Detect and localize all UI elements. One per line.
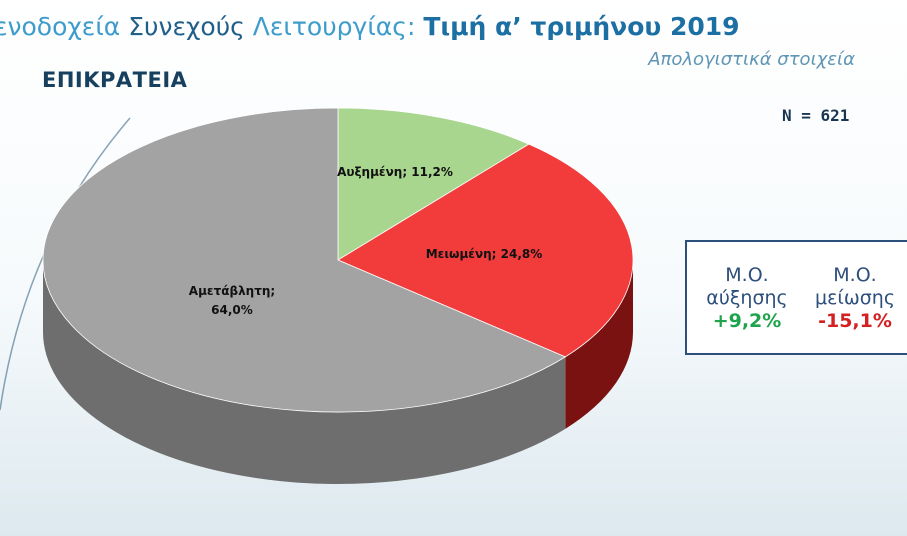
average-increase-label-1: Μ.Ο. [725, 264, 769, 286]
slice-label-decreased: Μειωμένη; 24,8% [426, 247, 543, 261]
chart-subtitle: Απολογιστικά στοιχεία [648, 49, 855, 70]
sample-size-label: N = 621 [782, 106, 850, 125]
region-label: ΕΠΙΚΡΑΤΕΙΑ [42, 68, 188, 92]
pie-top [42, 107, 634, 413]
slice-label-increased: Αυξημένη; 11,2% [337, 165, 453, 179]
title-part-4: Τιμή α’ τριμήνου 2019 [423, 12, 740, 41]
chart-title: ενοδοχεία Συνεχούς Λειτουργίας: Τιμή α’ … [0, 12, 740, 41]
slice-label-unchanged-name: Αμετάβλητη; [189, 284, 275, 298]
average-decrease-label-2: μείωσης [815, 287, 895, 309]
pie-side [43, 260, 633, 484]
pie-side-decreased [565, 260, 633, 429]
average-decrease-label-1: Μ.Ο. [833, 264, 877, 286]
pie-slice-increased [337, 107, 530, 261]
average-decrease: Μ.Ο. μείωσης -15,1% [803, 264, 907, 333]
title-part-3: Λειτουργίας: [244, 12, 424, 41]
pie-side-unchanged [43, 260, 566, 484]
average-decrease-value: -15,1% [818, 310, 892, 332]
title-part-2: Συνεχούς [128, 12, 245, 41]
average-increase-label-2: αύξησης [706, 287, 788, 309]
average-increase: Μ.Ο. αύξησης +9,2% [695, 264, 799, 333]
pie-slice-unchanged [42, 107, 567, 413]
pie-slice-decreased [337, 143, 634, 358]
average-increase-value: +9,2% [712, 310, 782, 332]
slice-label-unchanged-value: 64,0% [211, 303, 253, 317]
title-part-1: ενοδοχεία [0, 12, 129, 41]
average-change-box: Μ.Ο. αύξησης +9,2% Μ.Ο. μείωσης -15,1% [685, 240, 907, 355]
slice-labels: Αυξημένη; 11,2% Μειωμένη; 24,8% Αμετάβλη… [189, 165, 543, 317]
